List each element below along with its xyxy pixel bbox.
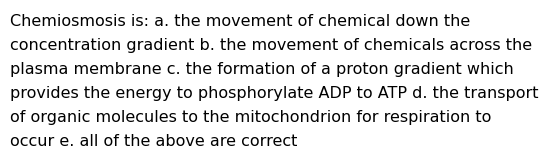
Text: provides the energy to phosphorylate ADP to ATP d. the transport: provides the energy to phosphorylate ADP… — [10, 86, 538, 101]
Text: plasma membrane c. the formation of a proton gradient which: plasma membrane c. the formation of a pr… — [10, 62, 514, 77]
Text: occur e. all of the above are correct: occur e. all of the above are correct — [10, 134, 297, 149]
Text: of organic molecules to the mitochondrion for respiration to: of organic molecules to the mitochondrio… — [10, 110, 492, 125]
Text: Chemiosmosis is: a. the movement of chemical down the: Chemiosmosis is: a. the movement of chem… — [10, 14, 470, 29]
Text: concentration gradient b. the movement of chemicals across the: concentration gradient b. the movement o… — [10, 38, 532, 53]
